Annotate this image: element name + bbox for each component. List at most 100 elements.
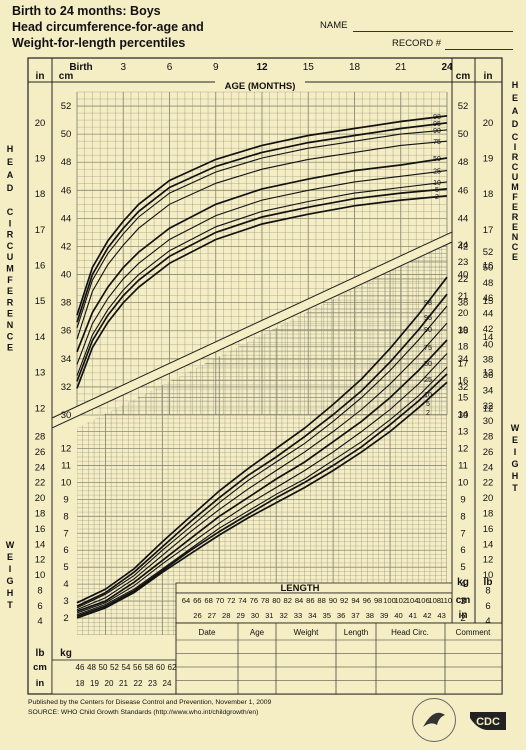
lb-tick-left: 24 [35, 462, 46, 473]
hc-in-tick-right: 16 [483, 261, 494, 272]
table-header-3: Length [344, 628, 368, 637]
kg-tick-right: 24 [458, 240, 469, 251]
length-cm-tick: 106 [417, 596, 430, 605]
table-header-1: Age [250, 628, 265, 637]
side-title-circ-left: C [7, 331, 14, 341]
lb-tick-left: 14 [35, 539, 46, 550]
kg-tick-right: 10 [458, 477, 469, 488]
kg-tick-right: 8 [460, 511, 465, 522]
hc-cm-tick-right: 36 [458, 326, 469, 337]
length-in-tick: 30 [251, 611, 259, 620]
wl-percentile-90 [76, 305, 448, 609]
side-title-circ-right: I [514, 142, 517, 152]
kg-tick-left: 2 [63, 613, 68, 624]
side-title-circ-left: E [7, 343, 13, 353]
length-in-tick: 39 [380, 611, 388, 620]
side-title-circ-left: N [7, 320, 14, 330]
length-in-tick: 33 [294, 611, 302, 620]
kg-tick-left: 8 [63, 511, 68, 522]
side-title-circ-left: E [7, 309, 13, 319]
side-title-circ-right: E [512, 202, 518, 212]
name-field[interactable] [353, 31, 513, 32]
length-in-tick: 27 [208, 611, 216, 620]
table-header-4: Head Circ. [391, 628, 429, 637]
side-title-circ-right: R [512, 152, 519, 162]
hc-cm-tick-left: 32 [61, 382, 72, 393]
age-tick: 24 [441, 62, 453, 73]
side-title-circ-left: E [7, 286, 13, 296]
hc-in-tick-left: 12 [35, 403, 46, 414]
record-label: RECORD # [392, 38, 442, 49]
length-in-tick: 32 [279, 611, 287, 620]
hc-percentile-10 [76, 181, 448, 376]
lb-tick-right: 50 [483, 262, 494, 273]
bottom-in-tick: 19 [90, 679, 99, 688]
hc-cm-tick-right: 50 [458, 129, 469, 140]
bottom-in-tick: 24 [163, 679, 172, 688]
bottom-cm-tick: 46 [76, 663, 85, 672]
lb-tick-right: 52 [483, 247, 494, 258]
length-axis-title: LENGTH [280, 583, 319, 594]
record-field[interactable] [445, 49, 513, 50]
length-cm-tick: 100 [383, 596, 396, 605]
wl-label-2: 2 [426, 410, 430, 417]
lb-tick-left: 10 [35, 570, 46, 581]
lb-tick-right: 6 [485, 601, 490, 612]
side-title-circ-left: R [7, 230, 14, 240]
length-in-tick: 26 [193, 611, 201, 620]
kg-tick-left: 9 [63, 494, 68, 505]
age-tick-birth: Birth [69, 62, 92, 73]
bottom-cm-tick: 60 [156, 663, 165, 672]
hc-cm-tick-left: 36 [61, 326, 72, 337]
length-cm-tick: 104 [406, 596, 419, 605]
side-title-weight-left: T [7, 600, 13, 610]
hc-label-50: 50 [433, 156, 441, 163]
hc-cm-tick-left: 52 [61, 101, 72, 112]
unit-lb-right: lb [484, 577, 493, 588]
kg-tick-left: 10 [61, 477, 72, 488]
wl-label-25: 25 [424, 377, 432, 384]
side-title-circ-left: M [6, 264, 14, 274]
hc-label-75: 75 [433, 139, 441, 146]
hc-label-25: 25 [433, 169, 441, 176]
side-title-weight-left: G [6, 576, 13, 586]
title-line-2: Head circumference-for-age and [12, 20, 204, 34]
kg-tick-right: 15 [458, 393, 469, 404]
kg-tick-right: 17 [458, 359, 469, 370]
side-title-circ-right: U [512, 172, 519, 182]
hc-cm-tick-right: 32 [458, 382, 469, 393]
hc-in-tick-right: 17 [483, 225, 494, 236]
age-axis-title: AGE (MONTHS) [225, 81, 296, 92]
table-header-5: Comment [456, 628, 491, 637]
length-in-tick: 42 [423, 611, 431, 620]
length-cm-tick: 80 [272, 596, 280, 605]
bottom-cm-tick: 54 [122, 663, 131, 672]
side-title-circ-right: M [511, 182, 519, 192]
lb-tick-right: 20 [483, 493, 494, 504]
length-in-tick: 35 [323, 611, 331, 620]
lb-tick-right: 40 [483, 339, 494, 350]
kg-tick-right: 7 [460, 528, 465, 539]
hc-cm-tick-right: 34 [458, 354, 469, 365]
wl-percentile-25 [76, 353, 448, 614]
wl-label-90: 90 [424, 327, 432, 334]
wl-label-98: 98 [424, 300, 432, 307]
side-title-circ-left: F [7, 275, 13, 285]
lb-tick-right: 30 [483, 416, 494, 427]
hc-label-98: 98 [433, 114, 441, 121]
side-title-circ-right: C [512, 132, 519, 142]
unit-cm-left: cm [59, 71, 74, 82]
length-cm-tick: 64 [182, 596, 190, 605]
length-cm-tick: 70 [216, 596, 224, 605]
lb-tick-right: 38 [483, 355, 494, 366]
lb-tick-right: 36 [483, 370, 494, 381]
lb-tick-right: 18 [483, 509, 494, 520]
side-title-head-right: H [512, 80, 519, 90]
hc-label-90: 90 [433, 128, 441, 135]
length-in-tick: 31 [265, 611, 273, 620]
hc-in-tick-left: 20 [35, 118, 46, 129]
side-title-weight-right: I [514, 447, 517, 457]
hc-percentile-2 [76, 195, 448, 389]
cdc-logo: CDC [470, 712, 506, 730]
